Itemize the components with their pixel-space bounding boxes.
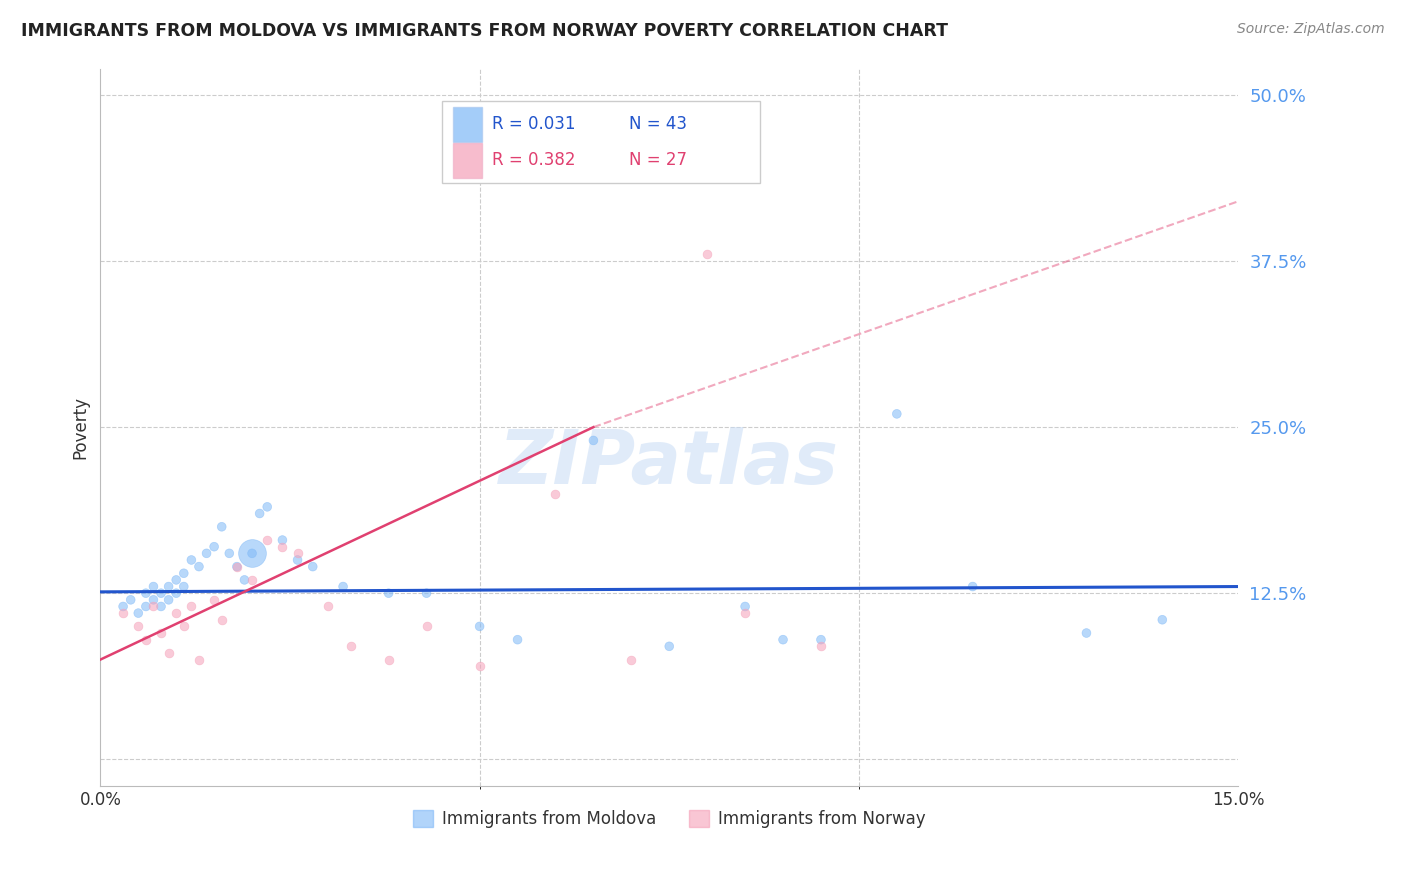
Y-axis label: Poverty: Poverty xyxy=(72,396,89,458)
Point xyxy=(173,566,195,581)
Point xyxy=(211,520,233,534)
Point xyxy=(202,592,225,607)
Point xyxy=(173,580,195,594)
Point xyxy=(225,559,247,574)
Point xyxy=(142,580,165,594)
Point xyxy=(195,546,218,560)
FancyBboxPatch shape xyxy=(441,101,761,183)
Point xyxy=(135,586,157,600)
Point xyxy=(287,553,309,567)
Text: IMMIGRANTS FROM MOLDOVA VS IMMIGRANTS FROM NORWAY POVERTY CORRELATION CHART: IMMIGRANTS FROM MOLDOVA VS IMMIGRANTS FR… xyxy=(21,22,948,40)
Text: R = 0.031: R = 0.031 xyxy=(492,115,575,134)
Text: R = 0.382: R = 0.382 xyxy=(492,152,575,169)
Point xyxy=(339,640,361,654)
Point xyxy=(112,599,135,614)
Point xyxy=(301,559,323,574)
Point xyxy=(180,553,202,567)
Point xyxy=(468,619,491,633)
Point xyxy=(120,592,142,607)
Point xyxy=(582,434,605,448)
Bar xyxy=(453,107,481,142)
Point xyxy=(218,546,240,560)
Point xyxy=(810,632,832,647)
Point xyxy=(256,500,278,514)
Point xyxy=(142,592,165,607)
Point xyxy=(734,599,756,614)
Point xyxy=(810,640,832,654)
Point xyxy=(142,599,165,614)
Point xyxy=(696,247,718,261)
Point xyxy=(271,540,294,554)
Point xyxy=(544,486,567,500)
Point xyxy=(377,586,399,600)
Point xyxy=(468,659,491,673)
Point xyxy=(211,613,233,627)
Point xyxy=(240,546,263,560)
Point xyxy=(157,646,180,660)
Point xyxy=(173,619,195,633)
Text: Source: ZipAtlas.com: Source: ZipAtlas.com xyxy=(1237,22,1385,37)
Point xyxy=(157,592,180,607)
Point xyxy=(180,599,202,614)
Point xyxy=(112,606,135,620)
Point xyxy=(962,580,984,594)
Point xyxy=(150,599,173,614)
Point xyxy=(188,652,211,666)
Point xyxy=(202,540,225,554)
Point xyxy=(135,632,157,647)
Point xyxy=(271,533,294,547)
Point xyxy=(165,586,187,600)
Point xyxy=(658,640,681,654)
Point xyxy=(127,619,149,633)
Point xyxy=(188,559,211,574)
Point xyxy=(377,652,399,666)
Point xyxy=(332,580,354,594)
Bar xyxy=(453,143,481,178)
Point xyxy=(415,586,437,600)
Point xyxy=(1152,613,1174,627)
Point xyxy=(506,632,529,647)
Point xyxy=(1076,626,1098,640)
Point xyxy=(240,573,263,587)
Point xyxy=(127,606,149,620)
Point xyxy=(150,626,173,640)
Point xyxy=(886,407,908,421)
Point xyxy=(415,619,437,633)
Point xyxy=(772,632,794,647)
Point xyxy=(225,559,247,574)
Point xyxy=(287,546,309,560)
Point xyxy=(165,573,187,587)
Text: ZIPatlas: ZIPatlas xyxy=(499,426,839,500)
Point xyxy=(135,599,157,614)
Point xyxy=(165,606,187,620)
Point xyxy=(256,533,278,547)
Legend: Immigrants from Moldova, Immigrants from Norway: Immigrants from Moldova, Immigrants from… xyxy=(406,804,932,835)
Text: N = 27: N = 27 xyxy=(630,152,688,169)
Point xyxy=(249,507,271,521)
Point xyxy=(734,606,756,620)
Point xyxy=(316,599,339,614)
Point xyxy=(150,586,173,600)
Point xyxy=(240,546,263,560)
Text: N = 43: N = 43 xyxy=(630,115,688,134)
Point xyxy=(620,652,643,666)
Point xyxy=(233,573,256,587)
Point xyxy=(157,580,180,594)
